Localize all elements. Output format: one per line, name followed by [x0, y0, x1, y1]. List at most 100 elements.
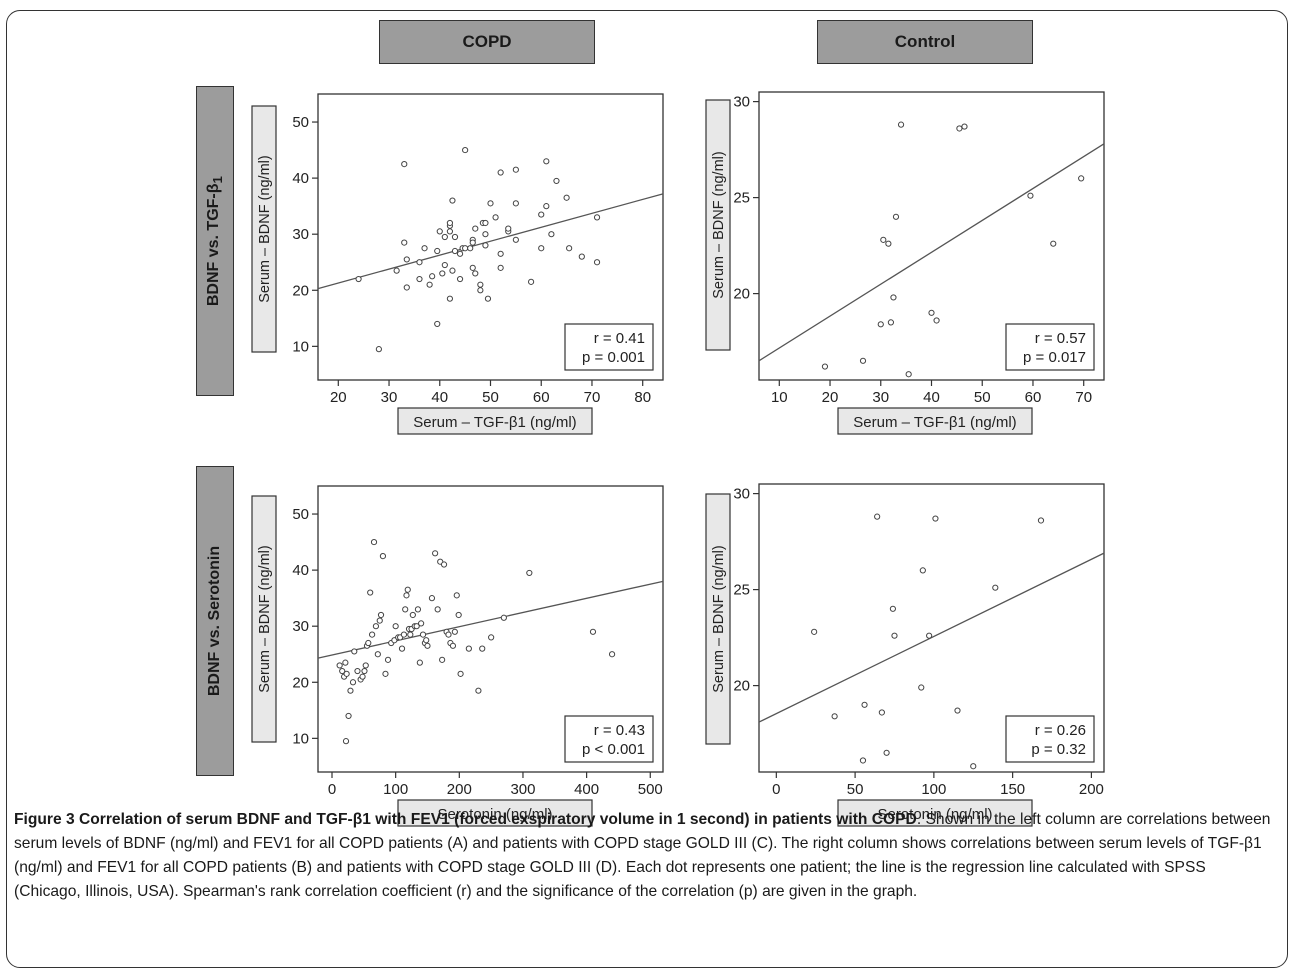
data-point [432, 550, 439, 557]
x-tick-label: 40 [923, 389, 940, 406]
data-point [414, 606, 422, 613]
data-point [488, 634, 495, 641]
data-point [861, 701, 868, 708]
data-point [1037, 517, 1045, 524]
data-point [345, 712, 352, 720]
data-point [398, 645, 406, 652]
x-axis-label: Serotonin (ng/ml) [877, 806, 992, 823]
data-point [877, 321, 884, 328]
y-tick-label: 40 [292, 562, 309, 579]
data-point [932, 515, 939, 522]
data-point [956, 125, 963, 132]
x-tick-label: 0 [328, 781, 336, 798]
data-point [970, 763, 977, 770]
data-point [859, 357, 867, 364]
data-point [465, 645, 472, 652]
x-tick-label: 150 [1000, 781, 1025, 798]
data-point [961, 123, 968, 130]
data-point [416, 659, 423, 666]
x-tick-label: 200 [1079, 781, 1104, 798]
y-tick-label: 40 [292, 170, 309, 187]
data-point [482, 242, 489, 249]
data-point [487, 200, 494, 207]
data-point [436, 228, 443, 235]
data-point [449, 267, 456, 274]
data-point [343, 670, 350, 677]
y-axis-label: Serum – BDNF (ng/ml) [257, 155, 273, 302]
figure-frame [6, 10, 1288, 968]
regression-line [317, 193, 664, 290]
data-point [926, 632, 933, 639]
data-point [469, 239, 476, 246]
data-point [451, 233, 459, 241]
data-point [455, 611, 462, 619]
x-tick-label: 50 [847, 781, 864, 798]
data-point [456, 275, 464, 283]
data-point [527, 278, 535, 285]
stats-box [1005, 323, 1095, 371]
x-tick-label: 200 [447, 781, 472, 798]
data-point [462, 146, 469, 154]
y-axis-label: Serum – BDNF (ng/ml) [711, 151, 727, 298]
row-header-tgf: BDNF vs. TGF-β1 [196, 86, 234, 396]
data-point [365, 639, 372, 647]
data-point [608, 651, 616, 658]
data-point [928, 309, 935, 316]
data-point [880, 236, 887, 243]
data-point [372, 623, 380, 630]
data-point [497, 169, 504, 176]
data-point [453, 592, 460, 599]
data-point [887, 319, 895, 326]
data-point [418, 620, 425, 627]
x-tick-label: 50 [974, 389, 991, 406]
data-point [404, 586, 411, 593]
data-point [891, 632, 898, 639]
stat-r: r = 0.57 [1035, 330, 1086, 347]
data-point [512, 200, 519, 207]
x-tick-label: 100 [921, 781, 946, 798]
x-tick-label: 80 [634, 389, 651, 406]
x-tick-label: 500 [638, 781, 663, 798]
column-header-copd: COPD [379, 20, 595, 64]
data-point [885, 240, 892, 247]
data-point [482, 219, 489, 227]
data-point [339, 667, 346, 675]
data-point [446, 295, 454, 302]
data-point [351, 648, 358, 655]
data-point [441, 261, 448, 269]
x-axis-label-box [397, 799, 593, 827]
y-axis-label-box [705, 493, 731, 745]
regression-line [317, 580, 664, 659]
y-tick-label: 20 [733, 678, 750, 695]
data-point [1027, 192, 1034, 199]
data-point [347, 687, 354, 694]
y-tick-label: 30 [292, 618, 309, 635]
data-point [543, 158, 550, 165]
figure-caption: Figure 3 Correlation of serum BDNF and T… [14, 808, 1276, 904]
x-tick-label: 0 [772, 781, 780, 798]
stats-box [1005, 715, 1095, 763]
data-point [392, 623, 399, 630]
data-point [469, 264, 476, 271]
data-point [426, 281, 433, 288]
data-point [434, 247, 441, 255]
data-point [424, 642, 431, 649]
x-tick-label: 400 [574, 781, 599, 798]
y-tick-label: 20 [292, 674, 309, 691]
data-point [402, 606, 409, 613]
stat-r: r = 0.41 [594, 330, 645, 347]
data-point [449, 197, 456, 204]
data-point [446, 228, 454, 235]
data-point [512, 236, 519, 243]
data-point [500, 614, 507, 621]
data-point [892, 213, 900, 220]
y-tick-label: 25 [733, 582, 750, 599]
data-point [883, 749, 890, 756]
data-point [375, 346, 382, 353]
data-point [918, 684, 925, 691]
data-point [472, 270, 479, 277]
x-tick-label: 10 [771, 389, 788, 406]
data-point [449, 642, 457, 649]
data-point [407, 631, 414, 638]
data-point [874, 513, 881, 520]
